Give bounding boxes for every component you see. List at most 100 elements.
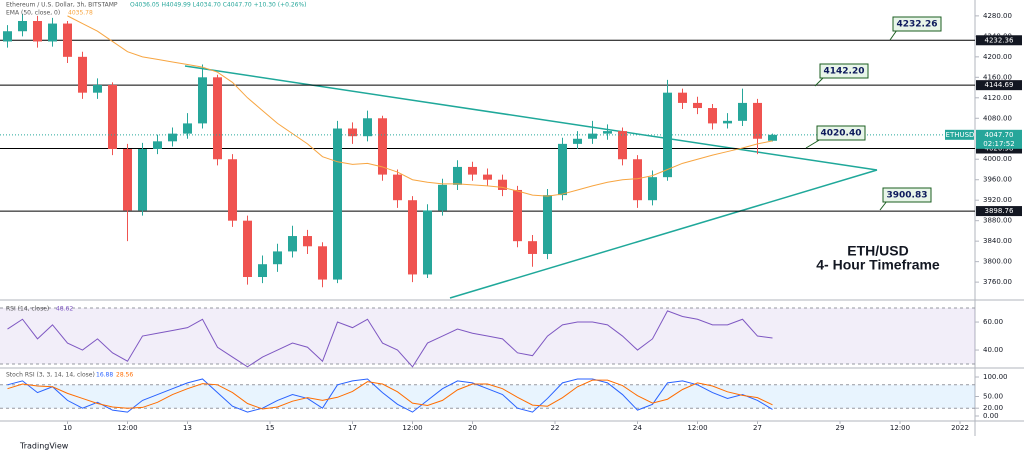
y-tick-label: 4080.00 <box>983 114 1012 122</box>
y-tick-label: 0.00 <box>983 412 999 420</box>
x-tick-label: 12:00 <box>687 424 707 432</box>
panel-value: 16.88 <box>96 372 113 379</box>
brand: TradingView <box>19 442 69 451</box>
candle-body <box>633 159 642 201</box>
candle-body <box>483 174 492 180</box>
overlay-title: ETH/USD <box>847 243 908 259</box>
candle-body <box>408 200 417 275</box>
candle-body <box>603 131 612 134</box>
y-tick-label: 3760.00 <box>983 278 1012 286</box>
x-tick-label: 13 <box>183 424 192 432</box>
x-tick-label: 12:00 <box>402 424 422 432</box>
callout-box <box>882 187 932 203</box>
candle-body <box>333 128 342 280</box>
candle-body <box>528 241 537 254</box>
level-label-box <box>976 80 1022 91</box>
candle-body <box>708 108 717 124</box>
level-label: 4232.36 <box>985 36 1014 44</box>
candle-body <box>138 149 147 211</box>
candle-body <box>198 77 207 124</box>
x-tick-label: 15 <box>266 424 275 432</box>
candle-body <box>288 236 297 252</box>
candle-body <box>213 77 222 160</box>
candle-body <box>258 264 267 278</box>
panel-value: 28.56 <box>116 372 133 379</box>
chart-title: Ethereum / U.S. Dollar, 3h, BITSTAMP <box>6 2 118 9</box>
last-price-box <box>976 129 1022 149</box>
y-tick-label: 3800.00 <box>983 258 1012 266</box>
x-tick-label: 2022 <box>951 424 969 432</box>
candle-body <box>468 166 477 175</box>
callout-label: 4142.20 <box>824 67 865 77</box>
trendline-lower <box>449 169 878 299</box>
y-tick-label: 3920.00 <box>983 196 1012 204</box>
candle-body <box>423 210 432 275</box>
y-tick-label: 40.00 <box>983 346 1003 354</box>
candle-body <box>348 128 357 137</box>
band <box>0 384 975 409</box>
candle-body <box>573 138 582 144</box>
level-label: 3898.76 <box>985 207 1014 215</box>
x-tick-label: 12:00 <box>890 424 910 432</box>
candle-body <box>438 184 447 211</box>
x-tick-label: 17 <box>348 424 357 432</box>
x-tick-label: 12:00 <box>117 424 137 432</box>
candle-body <box>108 84 117 149</box>
candle-body <box>648 177 657 201</box>
x-tick-label: 20 <box>468 424 477 432</box>
candle-body <box>33 20 42 42</box>
x-tick-label: 24 <box>633 424 642 432</box>
candle-body <box>363 118 372 137</box>
y-tick-label: 20.00 <box>983 404 1003 412</box>
trendline-upper <box>184 65 878 171</box>
candle-body <box>498 179 507 190</box>
candle-body <box>753 102 762 139</box>
panel-title: Stoch RSI (3, 3, 14, 14, close) <box>6 372 95 379</box>
y-tick-label: 100.00 <box>983 373 1008 381</box>
candle-body <box>3 31 12 42</box>
indicator-line <box>7 378 773 413</box>
symbol-label: ETHUSD <box>946 131 975 139</box>
y-tick-label: 60.00 <box>983 318 1003 326</box>
candle-body <box>183 123 192 134</box>
candle-body <box>453 166 462 185</box>
indicator-label: EMA (50, close, 0) <box>6 10 60 17</box>
countdown-label: 02:17:52 <box>983 140 1014 148</box>
candle-body <box>153 141 162 149</box>
level-label-box <box>976 35 1022 46</box>
callout-arrow <box>889 29 898 41</box>
indicator-line <box>7 310 773 368</box>
y-tick-label: 4200.00 <box>983 53 1012 61</box>
candle-body <box>723 120 732 124</box>
last-price-label: 4047.70 <box>985 131 1014 139</box>
candle-body <box>558 143 567 196</box>
y-tick-label: 4120.00 <box>983 94 1012 102</box>
ohlc-text: O4036.05 H4049.99 L4034.70 C4047.70 +10.… <box>130 2 307 9</box>
x-tick-label: 22 <box>551 424 560 432</box>
y-tick-label: 50.00 <box>983 393 1003 401</box>
candle-body <box>63 23 72 57</box>
candle-body <box>93 84 102 93</box>
x-tick-label: 27 <box>753 424 762 432</box>
candle-body <box>768 134 777 141</box>
candle-body <box>513 189 522 242</box>
candle-body <box>18 20 27 32</box>
y-tick-label: 3880.00 <box>983 217 1012 225</box>
callout-label: 4020.40 <box>821 129 862 139</box>
candle-body <box>588 133 597 139</box>
candle-body <box>393 174 402 201</box>
candle-body <box>123 149 132 211</box>
candle-body <box>228 159 237 221</box>
overlay-subtitle: 4- Hour Timeframe <box>816 257 940 273</box>
y-tick-label: 4280.00 <box>983 12 1012 20</box>
callout-label: 4232.26 <box>897 20 938 30</box>
candle-body <box>168 133 177 142</box>
y-tick-label: 3840.00 <box>983 237 1012 245</box>
x-tick-label: 10 <box>63 424 72 432</box>
indicator-value: 4035.78 <box>68 10 93 17</box>
candle-body <box>693 102 702 109</box>
candle-body <box>318 246 327 280</box>
candle-body <box>48 23 57 42</box>
y-tick-label: 4000.00 <box>983 155 1012 163</box>
